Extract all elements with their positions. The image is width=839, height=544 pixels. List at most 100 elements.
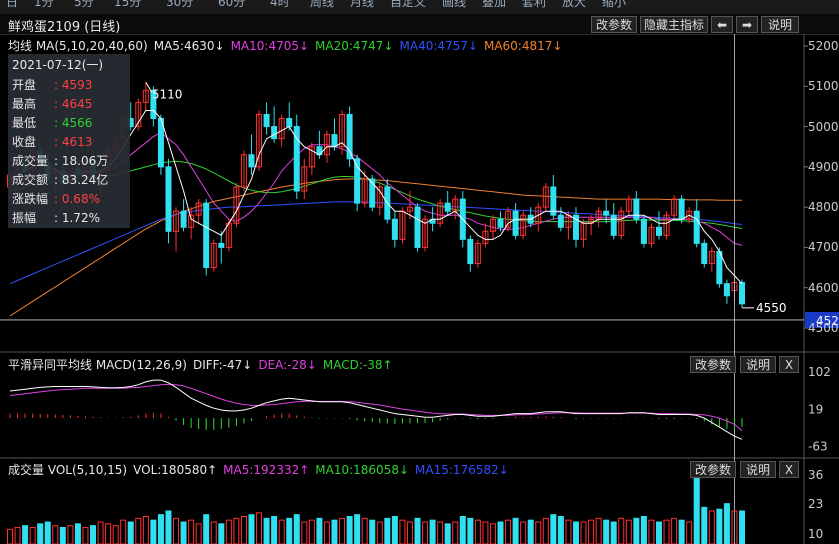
volume-bar (142, 516, 149, 544)
high-pointer (145, 81, 153, 93)
explain-button[interactable]: 说明 (761, 16, 799, 33)
candle-body (406, 206, 413, 212)
candle-body (557, 214, 564, 228)
toolbar-item-12[interactable]: 套利 (522, 0, 547, 9)
volume-bar (489, 523, 496, 544)
candle-body (482, 230, 489, 244)
volume-bar (354, 514, 361, 544)
prev-arrow-icon[interactable]: ⬅ (711, 16, 733, 33)
volume-bar (22, 525, 29, 544)
info-value: : 1.72% (54, 211, 100, 225)
candle-body (422, 218, 429, 248)
cursor-price-box (805, 311, 839, 328)
candle-body (323, 134, 330, 156)
vol-close-button[interactable]: X (779, 461, 799, 478)
vol-params-button[interactable]: 改参数 (690, 461, 736, 478)
next-arrow-icon[interactable]: ➡ (736, 16, 758, 33)
volume-bar (550, 514, 557, 544)
volume-bar (588, 519, 595, 544)
toolbar-item-10[interactable]: 画线 (442, 0, 467, 9)
volume-bar (406, 521, 413, 544)
volume-bar (452, 521, 459, 544)
candle-body (603, 210, 610, 216)
toolbar-item-7[interactable]: 周线 (310, 0, 335, 9)
ma5-line (9, 110, 743, 285)
toolbar-item-13[interactable]: 放大 (562, 0, 587, 9)
toolbar-item-3[interactable]: 15分 (114, 0, 142, 9)
candle-body (437, 202, 444, 224)
candle-body (240, 154, 247, 188)
info-key: 涨跌幅 (12, 192, 49, 206)
info-value: : 18.06万 (54, 154, 109, 168)
change-params-button[interactable]: 改参数 (591, 16, 637, 33)
toolbar-item-9[interactable]: 自定义 (390, 0, 427, 9)
macd-close-button[interactable]: X (779, 356, 799, 373)
symbol-title: 鲜鸡蛋2109 (日线) (8, 20, 121, 35)
toolbar-item-1[interactable]: 1分 (34, 0, 54, 9)
volume-bar (444, 523, 451, 544)
macd-explain-button[interactable]: 说明 (740, 356, 776, 373)
price-tick: 4700 (808, 240, 839, 255)
ma10-line (9, 132, 743, 246)
macd-dea-line (9, 383, 743, 432)
vol-explain-button[interactable]: 说明 (740, 461, 776, 478)
toolbar-item-14[interactable]: 缩小 (602, 0, 627, 9)
candle-body (572, 214, 579, 240)
hide-main-indicator-button[interactable]: 隐藏主指标 (640, 16, 708, 33)
info-row: 成交额: 83.24亿 (12, 171, 108, 188)
candle-body (391, 218, 398, 240)
info-row: 涨跌幅 : 0.68% (12, 190, 100, 207)
candle-body (301, 166, 308, 192)
volume-bar (542, 517, 549, 544)
volume-bar (361, 517, 368, 544)
volume-bar (150, 519, 157, 544)
macd-params-button[interactable]: 改参数 (690, 356, 736, 373)
candle-body (723, 283, 730, 297)
vol-value: VOL:180580↑ (133, 463, 218, 477)
info-date: 2021-07-12(一) (12, 58, 104, 72)
toolbar-item-11[interactable]: 叠加 (482, 0, 507, 9)
candle-body (474, 242, 481, 265)
candle-body (505, 210, 512, 228)
info-value: : 0.68% (54, 192, 100, 206)
toolbar-item-0[interactable]: 日 (6, 0, 19, 9)
volume-bar (686, 521, 693, 544)
info-key: 收盘 (12, 135, 37, 149)
info-key: 开盘 (12, 78, 37, 92)
volume-bar (610, 521, 617, 544)
volume-bar (112, 525, 119, 544)
volume-bar (474, 519, 481, 544)
candle-body (640, 218, 647, 244)
volume-bar (497, 521, 504, 544)
candle-body (188, 214, 195, 228)
ma10-value: MA10:4705↓ (230, 39, 310, 53)
volume-bar (467, 517, 474, 544)
candle-body (618, 210, 625, 236)
volume-bar (391, 516, 398, 544)
volume-bar (731, 510, 738, 544)
candle-body (361, 178, 368, 204)
candle-body (256, 113, 263, 168)
candle-body (173, 210, 180, 232)
vol-ma15: MA15:176582↓ (415, 463, 509, 477)
candle-body (195, 202, 202, 216)
volume-bar (7, 528, 13, 544)
volume-bar (29, 527, 36, 544)
volume-bar (346, 516, 353, 544)
info-value: : 4645 (54, 97, 93, 111)
toolbar-item-2[interactable]: 5分 (74, 0, 94, 9)
toolbar-item-8[interactable]: 月线 (350, 0, 375, 9)
info-row: 最高: 4645 (12, 95, 92, 112)
low-price-label: 4550 (756, 301, 787, 315)
toolbar-item-5[interactable]: 60分 (218, 0, 246, 9)
toolbar-item-4[interactable]: 30分 (166, 0, 194, 9)
volume-bar (59, 527, 66, 544)
info-value: : 4613 (54, 135, 93, 149)
toolbar-item-6[interactable]: 4时 (270, 0, 290, 9)
candle-body (218, 242, 225, 248)
candle-body (489, 218, 496, 232)
volume-bar (188, 519, 195, 544)
volume-bar (323, 521, 330, 544)
volume-bar (293, 514, 300, 544)
